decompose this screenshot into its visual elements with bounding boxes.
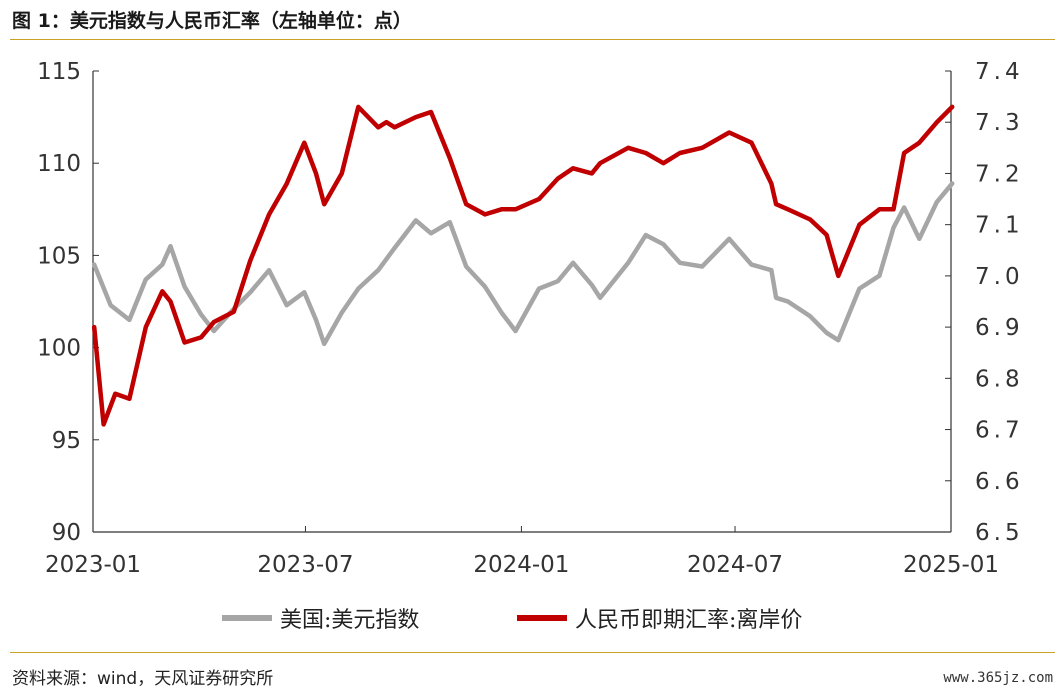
title-divider bbox=[10, 39, 1055, 40]
x-tick-label: 2025-01 bbox=[903, 552, 999, 578]
footer-divider bbox=[10, 652, 1055, 653]
right-tick-label: 7.4 bbox=[975, 59, 1024, 85]
legend: 美国:美元指数 人民币即期汇率:离岸价 bbox=[222, 608, 802, 633]
right-tick-label: 6.9 bbox=[975, 315, 1024, 341]
right-tick-label: 7.2 bbox=[975, 161, 1024, 187]
x-tick-label: 2024-01 bbox=[473, 552, 569, 578]
series-line-cny bbox=[91, 104, 955, 427]
right-tick-label: 6.6 bbox=[975, 469, 1024, 495]
right-tick-label: 6.8 bbox=[975, 366, 1024, 392]
left-tick-label: 90 bbox=[52, 520, 81, 546]
right-tick-label: 7.1 bbox=[975, 213, 1024, 239]
x-tick-label: 2024-07 bbox=[687, 552, 783, 578]
left-tick-label: 100 bbox=[37, 336, 81, 362]
series-layer bbox=[91, 104, 955, 427]
right-tick-label: 7.3 bbox=[975, 110, 1024, 136]
x-tick-label: 2023-07 bbox=[257, 552, 353, 578]
chart-title: 图 1：美元指数与人民币汇率（左轴单位：点） bbox=[12, 10, 412, 32]
series-line-dxy bbox=[91, 181, 955, 347]
left-tick-label: 110 bbox=[37, 151, 81, 177]
watermark: www.365jz.com bbox=[943, 670, 1053, 686]
left-tick-label: 95 bbox=[52, 428, 81, 454]
axes-group: 90 95 100 105 110 115 6.5 6.6 6.7 6.8 6.9 7.0 7.1 7.2… bbox=[37, 59, 1024, 578]
left-tick-label: 105 bbox=[37, 243, 81, 269]
legend-label-dxy: 美国:美元指数 bbox=[280, 608, 419, 633]
left-tick-label: 115 bbox=[37, 59, 81, 85]
right-tick-label: 7.0 bbox=[975, 264, 1024, 290]
x-tick-label: 2023-01 bbox=[45, 552, 141, 578]
right-tick-label: 6.5 bbox=[975, 520, 1024, 546]
source-note: 资料来源：wind，天风证券研究所 bbox=[12, 669, 274, 689]
legend-label-cny: 人民币即期汇率:离岸价 bbox=[575, 608, 802, 633]
right-tick-label: 6.7 bbox=[975, 418, 1024, 444]
